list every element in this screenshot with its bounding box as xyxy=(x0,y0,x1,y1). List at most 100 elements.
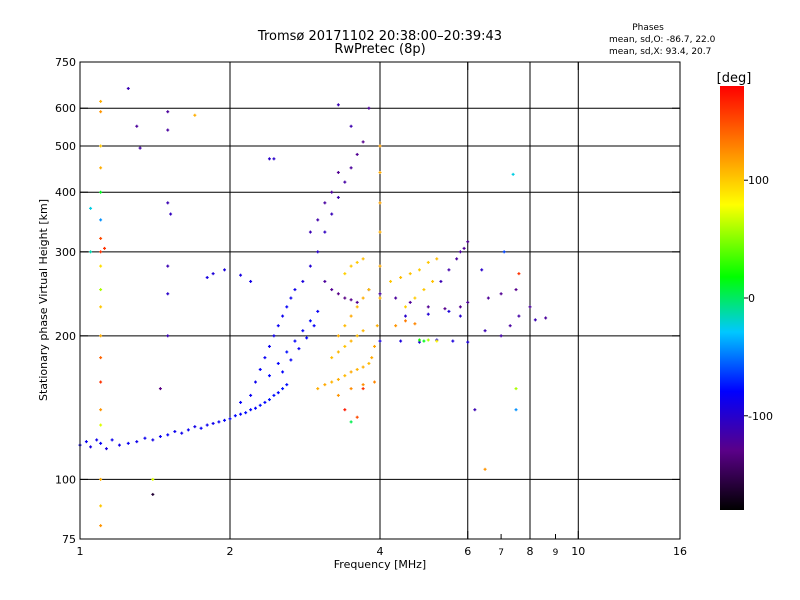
data-point xyxy=(267,344,271,348)
x-tick-label: 1 xyxy=(77,545,84,558)
colorbar-tick-label: 0 xyxy=(748,292,755,305)
data-point xyxy=(158,387,162,391)
data-point xyxy=(285,383,289,387)
data-point xyxy=(316,387,320,391)
data-point xyxy=(99,524,103,528)
data-point xyxy=(343,180,347,184)
data-point xyxy=(378,201,382,205)
y-tick-label: 300 xyxy=(55,246,76,259)
data-point xyxy=(301,329,305,333)
data-point xyxy=(151,492,155,496)
colorbar-label: [deg] xyxy=(717,71,752,86)
data-point xyxy=(370,356,374,360)
data-point xyxy=(166,334,170,338)
data-point xyxy=(413,322,417,326)
data-point xyxy=(336,292,340,296)
data-point xyxy=(511,172,515,176)
data-point xyxy=(343,344,347,348)
data-point xyxy=(389,279,393,283)
data-point xyxy=(373,380,377,384)
data-point xyxy=(205,276,209,280)
data-point xyxy=(435,257,439,261)
data-point xyxy=(281,370,285,374)
stats-o-line: mean, sd,O: -86.7, 22.0 xyxy=(609,35,716,45)
data-point xyxy=(99,190,103,194)
data-point xyxy=(217,420,221,424)
data-point xyxy=(355,300,359,304)
data-point xyxy=(361,365,365,369)
data-point xyxy=(180,431,184,435)
data-point xyxy=(276,324,280,328)
data-point xyxy=(399,339,403,343)
data-point xyxy=(528,305,532,309)
data-point xyxy=(466,240,470,244)
data-point xyxy=(289,358,293,362)
data-point xyxy=(330,356,334,360)
colorbar-tick-label: -100 xyxy=(748,410,773,423)
data-point xyxy=(336,103,340,107)
y-tick-label: 100 xyxy=(55,473,76,486)
data-point xyxy=(378,144,382,148)
data-point xyxy=(103,246,107,250)
data-point xyxy=(349,166,353,170)
data-point xyxy=(403,319,407,323)
data-point xyxy=(355,305,359,309)
data-point xyxy=(239,273,243,277)
data-point xyxy=(343,272,347,276)
data-point xyxy=(426,260,430,264)
data-point xyxy=(316,218,320,222)
data-point xyxy=(223,268,227,272)
data-point xyxy=(473,408,477,412)
data-point xyxy=(378,339,382,343)
data-point xyxy=(323,279,327,283)
data-point xyxy=(422,288,426,292)
data-point xyxy=(373,344,377,348)
data-point xyxy=(89,206,93,210)
data-point xyxy=(378,296,382,300)
data-point xyxy=(272,157,276,161)
data-point xyxy=(355,260,359,264)
colorbar-gradient xyxy=(720,86,744,510)
data-point xyxy=(443,307,447,311)
data-point xyxy=(272,393,276,397)
data-point xyxy=(517,272,521,276)
y-tick-label: 75 xyxy=(62,533,76,546)
data-point xyxy=(514,408,518,412)
data-point xyxy=(166,201,170,205)
data-point xyxy=(336,170,340,174)
data-point xyxy=(361,387,365,391)
data-point xyxy=(272,334,276,338)
data-point xyxy=(249,279,253,283)
data-point xyxy=(426,338,430,342)
data-point xyxy=(99,110,103,114)
data-point xyxy=(301,279,305,283)
y-tick-label: 500 xyxy=(55,140,76,153)
data-point xyxy=(193,113,197,117)
chart-title: Tromsø 20171102 20:38:00–20:39:43 xyxy=(257,29,502,44)
data-point xyxy=(355,367,359,371)
data-point xyxy=(544,316,548,320)
data-point xyxy=(343,296,347,300)
data-point xyxy=(99,380,103,384)
data-point xyxy=(158,435,162,439)
data-point xyxy=(417,268,421,272)
data-point xyxy=(223,418,227,422)
y-tick-label: 600 xyxy=(55,102,76,115)
data-point xyxy=(378,264,382,268)
data-point xyxy=(336,334,340,338)
data-point xyxy=(483,329,487,333)
colorbar: [deg] 100 0 -100 xyxy=(717,71,773,510)
data-point xyxy=(305,336,309,340)
data-point xyxy=(263,400,267,404)
data-point xyxy=(355,152,359,156)
data-point xyxy=(151,438,155,442)
data-point xyxy=(466,340,470,344)
data-point xyxy=(99,423,103,427)
data-point xyxy=(99,441,103,445)
data-point xyxy=(408,300,412,304)
data-point xyxy=(375,324,379,328)
data-point xyxy=(276,361,280,365)
data-point xyxy=(166,128,170,132)
data-point xyxy=(394,296,398,300)
